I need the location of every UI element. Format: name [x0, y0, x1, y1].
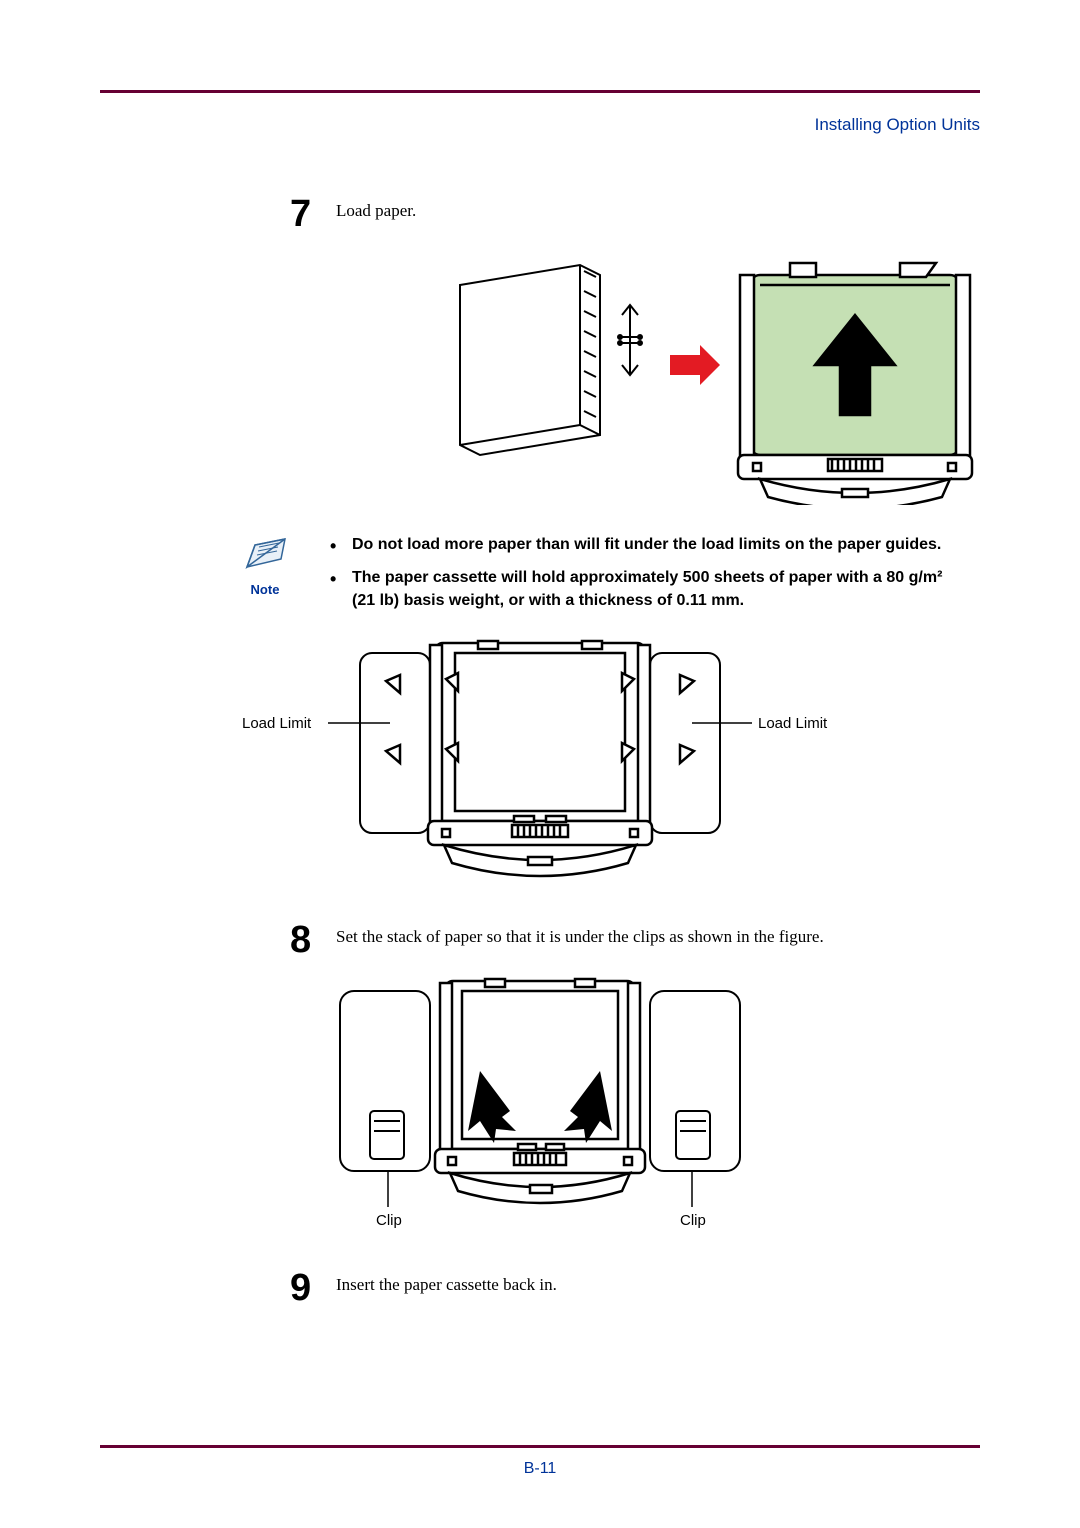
step-9: 9 Insert the paper cassette back in.	[290, 1269, 980, 1307]
step-7: 7 Load paper.	[290, 195, 980, 233]
note-item: The paper cassette will hold approximate…	[330, 566, 950, 612]
clip-left-label: Clip	[376, 1212, 402, 1229]
step-number: 7	[290, 195, 336, 233]
note-label: Note	[230, 582, 300, 597]
section-header-link[interactable]: Installing Option Units	[100, 115, 980, 135]
step-number: 8	[290, 921, 336, 959]
clip-right-label: Clip	[680, 1212, 706, 1229]
step-number: 9	[290, 1269, 336, 1307]
page-number: B-11	[0, 1460, 1080, 1478]
note-icon	[241, 533, 289, 573]
load-limit-left-label: Load Limit	[242, 715, 312, 732]
figure-load-limit: Load Limit Load Limit	[230, 633, 850, 893]
arrow-icon	[670, 345, 720, 385]
document-page: Installing Option Units 7 Load paper.	[0, 0, 1080, 1528]
step-text: Set the stack of paper so that it is und…	[336, 921, 824, 949]
load-limit-right-label: Load Limit	[758, 715, 828, 732]
step-text: Insert the paper cassette back in.	[336, 1269, 557, 1297]
step-8: 8 Set the stack of paper so that it is u…	[290, 921, 980, 959]
note-block: Note Do not load more paper than will fi…	[230, 533, 950, 623]
figure-load-paper	[400, 245, 980, 505]
note-item: Do not load more paper than will fit und…	[330, 533, 950, 556]
step-text: Load paper.	[336, 195, 416, 223]
bottom-rule	[100, 1445, 980, 1448]
top-rule	[100, 90, 980, 93]
note-list: Do not load more paper than will fit und…	[300, 533, 950, 623]
figure-clips: Clip Clip	[280, 971, 800, 1241]
